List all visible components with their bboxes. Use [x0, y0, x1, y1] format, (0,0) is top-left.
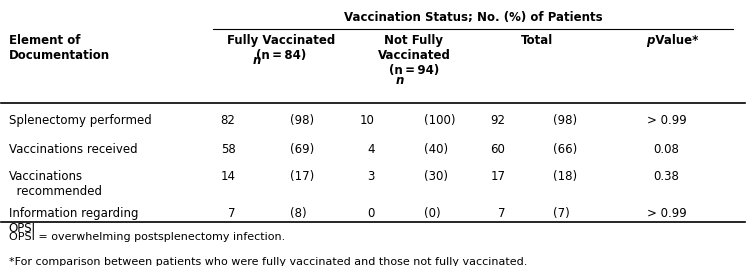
Text: 14: 14	[221, 170, 236, 183]
Text: 7: 7	[498, 207, 505, 220]
Text: (98): (98)	[289, 114, 314, 127]
Text: Total: Total	[521, 34, 553, 47]
Text: 58: 58	[221, 143, 236, 156]
Text: 92: 92	[490, 114, 505, 127]
Text: (69): (69)	[289, 143, 314, 156]
Text: 7: 7	[228, 207, 236, 220]
Text: Not Fully
Vaccinated
(n = 94): Not Fully Vaccinated (n = 94)	[377, 34, 451, 77]
Text: *For comparison between patients who were fully vaccinated and those not fully v: *For comparison between patients who wer…	[9, 257, 527, 266]
Text: Element of
Documentation: Element of Documentation	[9, 34, 110, 62]
Text: (66): (66)	[553, 143, 577, 156]
Text: (7): (7)	[553, 207, 570, 220]
Text: 4: 4	[367, 143, 374, 156]
Text: (8): (8)	[289, 207, 307, 220]
Text: (100): (100)	[424, 114, 455, 127]
Text: 0: 0	[367, 207, 374, 220]
Text: 0.38: 0.38	[653, 170, 680, 183]
Text: (40): (40)	[424, 143, 448, 156]
Text: p: p	[646, 34, 654, 47]
Text: n: n	[395, 74, 404, 87]
Text: Value*: Value*	[653, 34, 698, 47]
Text: > 0.99: > 0.99	[647, 114, 686, 127]
Text: Information regarding
OPSI: Information regarding OPSI	[9, 207, 138, 235]
Text: 60: 60	[490, 143, 505, 156]
Text: (0): (0)	[424, 207, 440, 220]
Text: Vaccinations
  recommended: Vaccinations recommended	[9, 170, 101, 198]
Text: (98): (98)	[553, 114, 577, 127]
Text: 10: 10	[360, 114, 374, 127]
Text: 0.08: 0.08	[653, 143, 680, 156]
Text: Fully Vaccinated
(n = 84): Fully Vaccinated (n = 84)	[227, 34, 336, 62]
Text: (18): (18)	[553, 170, 577, 183]
Text: 17: 17	[490, 170, 505, 183]
Text: > 0.99: > 0.99	[647, 207, 686, 220]
Text: 3: 3	[367, 170, 374, 183]
Text: Splenectomy performed: Splenectomy performed	[9, 114, 151, 127]
Text: n: n	[253, 54, 261, 67]
Text: (30): (30)	[424, 170, 448, 183]
Text: Vaccination Status; No. (%) of Patients: Vaccination Status; No. (%) of Patients	[344, 11, 603, 24]
Text: Vaccinations received: Vaccinations received	[9, 143, 137, 156]
Text: OPSI = overwhelming postsplenectomy infection.: OPSI = overwhelming postsplenectomy infe…	[9, 231, 285, 242]
Text: (17): (17)	[289, 170, 314, 183]
Text: 82: 82	[221, 114, 236, 127]
